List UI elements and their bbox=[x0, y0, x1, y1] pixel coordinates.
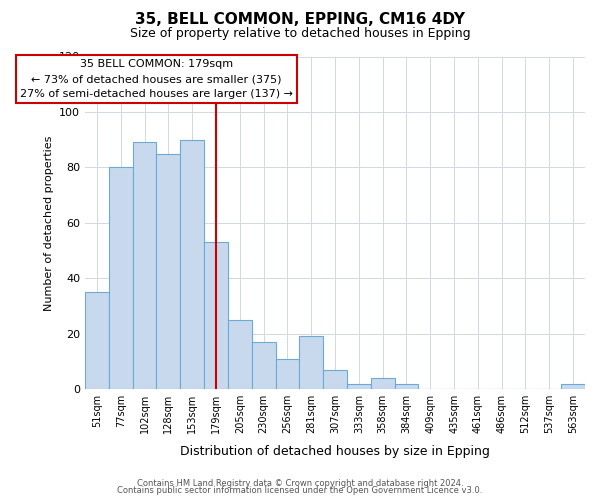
Bar bbox=[180, 140, 204, 389]
Y-axis label: Number of detached properties: Number of detached properties bbox=[44, 135, 53, 310]
Text: 35, BELL COMMON, EPPING, CM16 4DY: 35, BELL COMMON, EPPING, CM16 4DY bbox=[135, 12, 465, 28]
Bar bbox=[299, 336, 323, 389]
Bar bbox=[561, 384, 585, 389]
Bar bbox=[228, 320, 252, 389]
Bar bbox=[395, 384, 418, 389]
Text: Contains HM Land Registry data © Crown copyright and database right 2024.: Contains HM Land Registry data © Crown c… bbox=[137, 478, 463, 488]
Bar bbox=[157, 154, 180, 389]
Bar bbox=[252, 342, 275, 389]
Text: Size of property relative to detached houses in Epping: Size of property relative to detached ho… bbox=[130, 28, 470, 40]
Bar bbox=[133, 142, 157, 389]
X-axis label: Distribution of detached houses by size in Epping: Distribution of detached houses by size … bbox=[180, 444, 490, 458]
Text: Contains public sector information licensed under the Open Government Licence v3: Contains public sector information licen… bbox=[118, 486, 482, 495]
Bar bbox=[85, 292, 109, 389]
Bar bbox=[323, 370, 347, 389]
Text: 35 BELL COMMON: 179sqm
← 73% of detached houses are smaller (375)
27% of semi-de: 35 BELL COMMON: 179sqm ← 73% of detached… bbox=[20, 60, 293, 99]
Bar bbox=[275, 358, 299, 389]
Bar bbox=[204, 242, 228, 389]
Bar bbox=[347, 384, 371, 389]
Bar bbox=[371, 378, 395, 389]
Bar bbox=[109, 168, 133, 389]
